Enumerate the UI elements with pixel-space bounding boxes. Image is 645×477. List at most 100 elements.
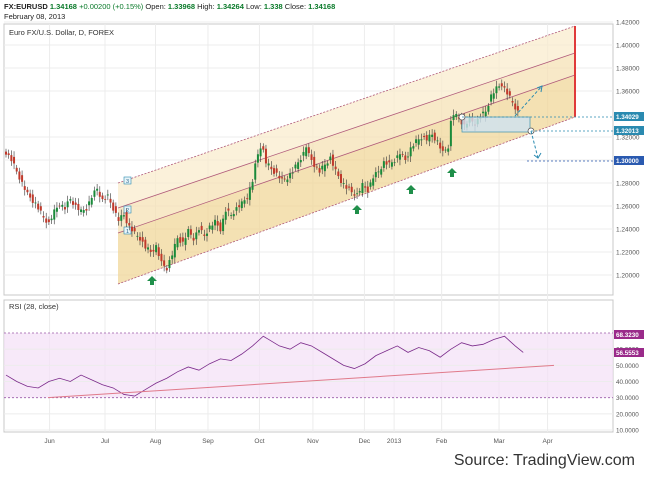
candle-body [34,202,37,204]
candle-body [139,236,141,241]
candle-body [10,155,13,162]
rsi-badge-label: 56.5553 [616,350,639,357]
close-label: Close: [284,2,307,11]
channel-level-label: 1 [126,229,129,235]
candle-body [423,135,426,137]
candle-body [128,223,131,226]
channel-level-label: 3 [126,179,129,185]
candle-body [490,94,493,102]
candle-body [516,106,519,111]
candle-body [401,154,404,155]
x-tick-label: Apr [543,438,554,445]
candle-body [181,237,184,242]
candle-body [227,208,230,211]
up-arrow-icon [147,276,157,285]
candle-body [45,218,48,223]
candle-body [390,162,393,167]
candle-body [58,205,61,207]
candle-body [31,194,34,203]
candle-body [82,210,85,213]
candle-body [326,163,329,166]
candle-body [235,207,238,211]
candle-body [439,142,442,149]
candle-body [112,202,115,211]
x-tick-label: Feb [436,438,448,445]
candle-body [329,156,332,161]
candle-body [449,120,452,147]
candle-body [230,215,233,217]
last-price: 1.34168 [49,2,77,11]
candle-body [417,139,420,145]
rsi-tick-label: 50.0000 [616,363,639,370]
candle-body [189,229,192,235]
candle-body [283,178,286,180]
chart-header: FX:EURUSD 1.34168 +0.00200 (+0.15%) Open… [4,2,335,22]
open-label: Open: [145,2,166,11]
candle-body [21,175,24,182]
candle-body [77,203,80,211]
candle-body [240,201,243,209]
symbol: FX:EURUSD [4,2,48,11]
candle-body [197,230,200,233]
projection-up [514,85,543,117]
candle-body [23,186,26,190]
candle-body [248,187,251,200]
candle-body [487,105,490,112]
candle-body [206,233,208,236]
candle-body [340,174,342,183]
candle-body [7,153,10,156]
candle-body [47,219,50,223]
projection-up-arrowhead [536,85,543,93]
candle-body [275,168,278,173]
candle-body [345,185,348,189]
candle-body [171,255,174,260]
price-tick-label: 1.42000 [616,20,640,27]
candle-body [307,147,310,154]
candle-body [195,232,198,240]
candle-body [117,217,120,221]
open-value: 1.33968 [167,2,196,11]
candle-body [136,235,139,237]
x-tick-label: Oct [254,438,264,445]
candle-body [382,161,385,168]
candle-body [364,186,367,188]
channel-level-box [123,176,132,185]
close-value: 1.34168 [308,2,336,11]
rsi-tick-label: 30.0000 [616,395,639,402]
candle-body [96,188,99,191]
candle-body [511,101,514,103]
rsi-tick-label: 10.0000 [616,428,639,435]
candle-body [273,168,275,174]
x-tick-label: 2013 [387,438,402,445]
candle-body [420,139,423,141]
candle-body [165,267,168,271]
candle-body [294,164,297,169]
rsi-line [5,335,524,397]
candle-body [372,178,375,186]
channel-line [117,52,576,209]
candle-body [203,234,206,236]
candle-body [98,191,101,197]
candle-body [313,156,316,167]
high-label: High: [197,2,215,11]
candle-body [385,161,388,165]
candle-body [5,151,7,155]
candle-body [42,216,45,218]
candle-body [356,193,359,195]
candle-body [222,218,225,232]
candle-body [433,132,436,141]
channel-line [117,25,576,184]
low-value: 1.338 [263,2,283,11]
candle-body [366,186,369,193]
candle-body [299,160,302,163]
candle-body [514,103,517,110]
candle-body [160,253,163,262]
price-axis-badge-label: 1.34029 [616,114,639,121]
candle-body [208,225,211,230]
candle-body [315,166,318,168]
candle-body [125,212,128,224]
rsi-badge-label: 68.3230 [616,332,639,339]
candle-body [114,206,117,213]
channel-line [117,116,576,285]
candle-body [297,162,300,169]
